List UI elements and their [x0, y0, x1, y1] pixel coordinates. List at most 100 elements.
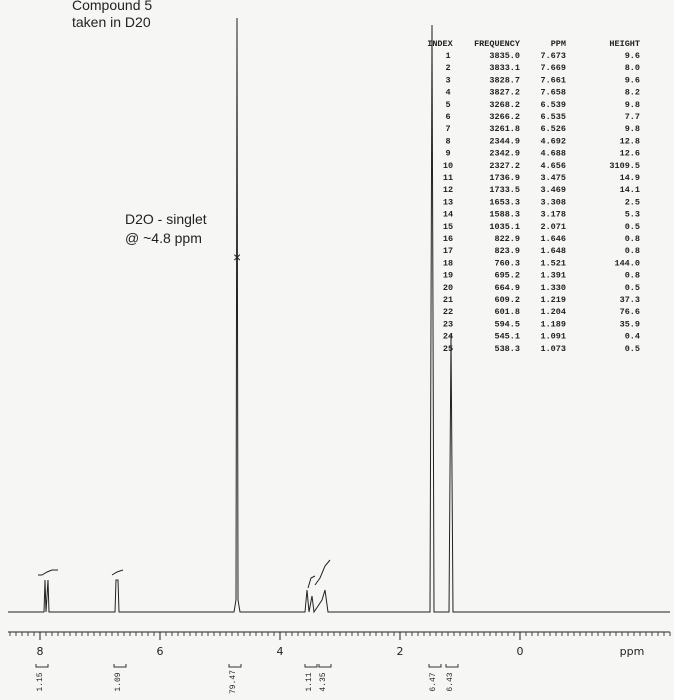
- table-cell: 11: [443, 173, 453, 183]
- table-cell: 76.6: [620, 307, 640, 317]
- axis: 8 6 4 2 0 ppm 1.15 1.09 79.47 1.11 4.35 6.47 6.43: [9, 632, 671, 694]
- table-cell: 1.391: [540, 271, 566, 281]
- integral-bracket: [35, 664, 49, 668]
- table-cell: 664.9: [494, 283, 520, 293]
- table-cell: 21: [443, 295, 453, 305]
- spectrum-trace: [8, 17, 670, 614]
- table-cell: 1.189: [540, 319, 566, 329]
- table-cell: 15: [443, 222, 453, 232]
- table-cell: 17: [443, 246, 453, 256]
- integral-bracket: [113, 664, 127, 668]
- table-cell: 9.6: [625, 51, 640, 61]
- table-cell: 2: [445, 63, 450, 73]
- table-cell: 3266.2: [489, 112, 520, 122]
- table-cell: 1035.1: [489, 222, 520, 232]
- table-cell: 16: [443, 234, 453, 244]
- table-cell: 5.3: [625, 210, 640, 220]
- table-cell: 23: [443, 319, 453, 329]
- table-cell: 1.204: [540, 307, 566, 317]
- table-cell: 7.658: [540, 88, 566, 98]
- table-cell: 2344.9: [489, 136, 520, 146]
- solvent-label: taken in D20: [72, 14, 151, 30]
- table-cell: 14.9: [620, 173, 640, 183]
- table-cell: 20: [443, 283, 453, 293]
- axis-unit: ppm: [620, 645, 645, 658]
- table-cell: 6.535: [540, 112, 566, 122]
- table-header: FREQUENCY: [474, 39, 521, 49]
- table-cell: 1.073: [540, 344, 566, 354]
- table-cell: 545.1: [494, 332, 520, 342]
- table-cell: 14: [443, 210, 453, 220]
- table-cell: 3.475: [540, 173, 566, 183]
- table-cell: 4.656: [540, 161, 566, 171]
- table-cell: 0.8: [625, 271, 640, 281]
- integral-bracket: [228, 664, 242, 668]
- table-cell: 4.692: [540, 136, 566, 146]
- table-cell: 8: [445, 136, 450, 146]
- table-cell: 0.5: [625, 222, 640, 232]
- table-cell: 1733.5: [489, 185, 520, 195]
- integral-curve: [38, 559, 331, 589]
- integral-bracket: [304, 664, 318, 668]
- integral-value: 1.11: [305, 672, 314, 691]
- table-cell: 7.669: [540, 63, 566, 73]
- table-cell: 1653.3: [489, 197, 520, 207]
- table-header: HEIGHT: [609, 39, 640, 49]
- tick-label: 2: [397, 645, 404, 658]
- table-cell: 9.8: [625, 124, 640, 134]
- table-cell: 3827.2: [489, 88, 520, 98]
- table-cell: 2327.2: [489, 161, 520, 171]
- table-cell: 6.539: [540, 100, 566, 110]
- table-cell: 3.178: [540, 210, 566, 220]
- table-cell: 8.2: [625, 88, 640, 98]
- integral-value: 6.43: [446, 672, 455, 691]
- table-header: INDEX: [427, 39, 453, 49]
- table-cell: 2.5: [625, 197, 640, 207]
- table-cell: 12.6: [620, 149, 640, 159]
- table-cell: 37.3: [620, 295, 640, 305]
- table-cell: 3268.2: [489, 100, 520, 110]
- integral-bracket: [318, 664, 332, 668]
- table-cell: 1588.3: [489, 210, 520, 220]
- integral-value: 6.47: [429, 672, 438, 691]
- table-cell: 35.9: [620, 319, 640, 329]
- table-cell: 1.646: [540, 234, 566, 244]
- table-cell: 1.521: [540, 258, 566, 268]
- table-cell: 7.7: [625, 112, 640, 122]
- table-cell: 0.5: [625, 283, 640, 293]
- table-cell: 19: [443, 271, 453, 281]
- table-cell: 6: [445, 112, 450, 122]
- table-cell: 9.8: [625, 100, 640, 110]
- table-cell: 13: [443, 197, 453, 207]
- integral-value: 4.35: [319, 672, 328, 691]
- table-cell: 4: [445, 88, 450, 98]
- table-cell: 695.2: [494, 271, 520, 281]
- table-cell: 0.8: [625, 246, 640, 256]
- table-cell: 9: [445, 149, 450, 159]
- table-cell: 594.5: [494, 319, 520, 329]
- tick-label: 6: [157, 645, 164, 658]
- note-line: D2O - singlet: [125, 211, 207, 227]
- integral-value: 1.15: [36, 672, 45, 691]
- integral-value: 79.47: [229, 670, 238, 694]
- table-cell: 7.673: [540, 51, 566, 61]
- compound-label: Compound 5: [72, 0, 152, 13]
- table-cell: 22: [443, 307, 453, 317]
- table-cell: 0.5: [625, 344, 640, 354]
- integral-bracket: [428, 664, 442, 668]
- table-cell: 12.8: [620, 136, 640, 146]
- table-cell: 3828.7: [489, 75, 520, 85]
- table-header: PPM: [551, 39, 566, 49]
- table-cell: 1736.9: [489, 173, 520, 183]
- table-cell: 14.1: [620, 185, 640, 195]
- table-cell: 3833.1: [489, 63, 520, 73]
- table-cell: 25: [443, 344, 453, 354]
- tick-label: 8: [37, 645, 44, 658]
- table-cell: 1.091: [540, 332, 566, 342]
- table-cell: 7: [445, 124, 450, 134]
- table-cell: 1.648: [540, 246, 566, 256]
- table-cell: 0.4: [625, 332, 640, 342]
- table-cell: 3109.5: [609, 161, 640, 171]
